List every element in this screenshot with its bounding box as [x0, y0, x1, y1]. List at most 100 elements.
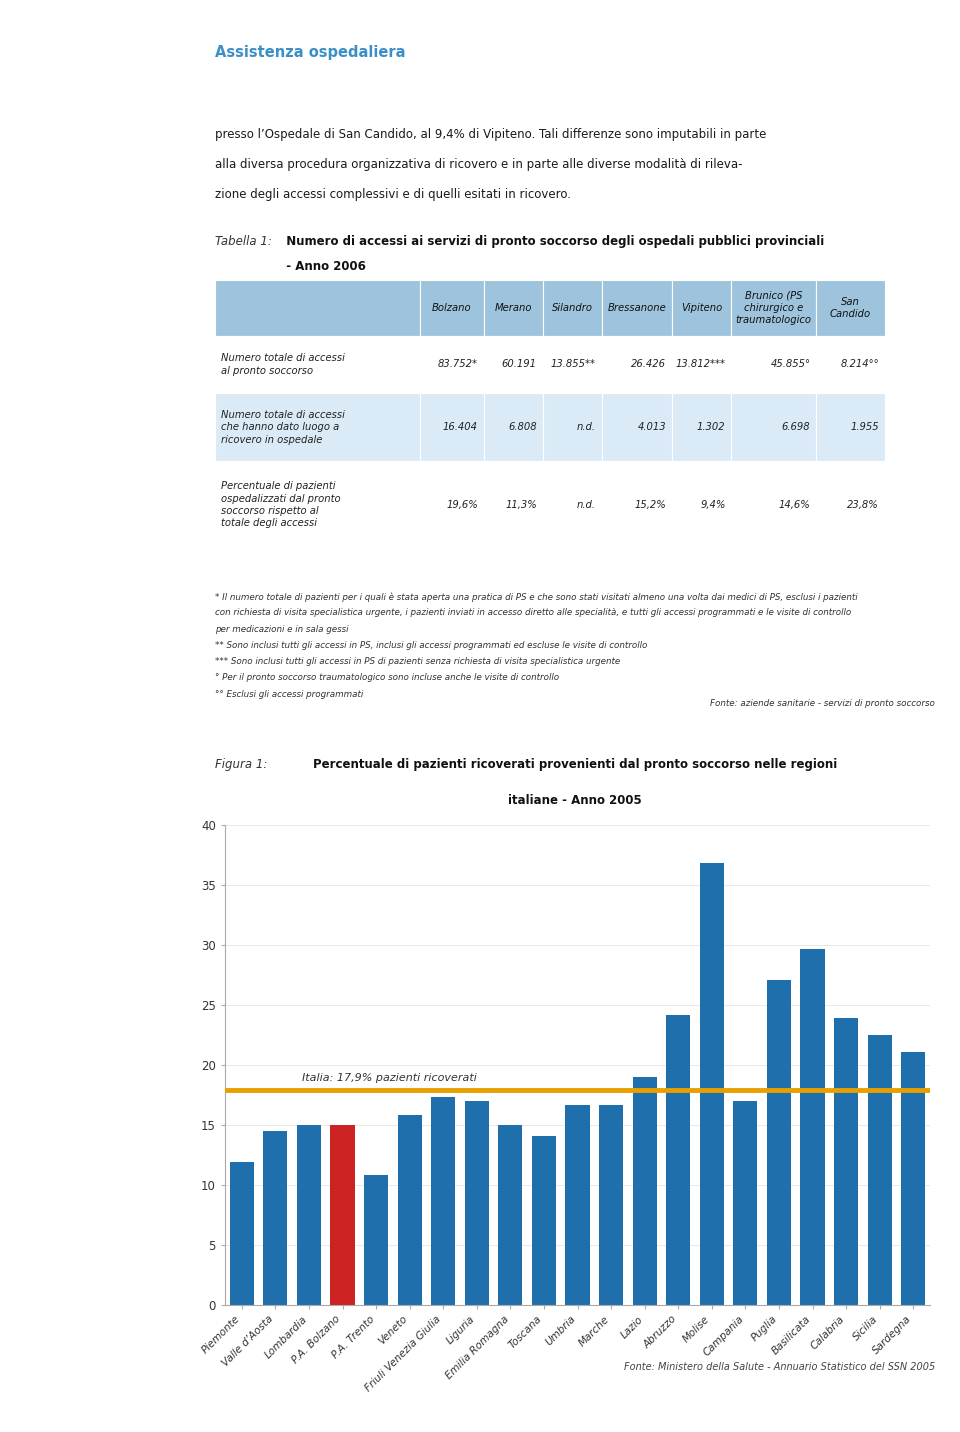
Bar: [732, 281, 816, 335]
Text: Percentuale di pazienti
ospedalizzati dal pronto
soccorso rispetto al
totale deg: Percentuale di pazienti ospedalizzati da…: [221, 481, 341, 528]
Text: 13.855**: 13.855**: [551, 359, 596, 369]
Text: San
Candido: San Candido: [829, 296, 871, 319]
Text: Bolzano: Bolzano: [432, 304, 471, 314]
Bar: [229, 1163, 253, 1305]
Text: ** Sono inclusi tutti gli accessi in PS, inclusi gli accessi programmati ed escl: ** Sono inclusi tutti gli accessi in PS,…: [215, 642, 647, 650]
Text: Fonte: Ministero della Salute - Annuario Statistico del SSN 2005: Fonte: Ministero della Salute - Annuario…: [624, 1362, 935, 1372]
Text: 8.214°°: 8.214°°: [840, 359, 878, 369]
Text: 14,6%: 14,6%: [779, 500, 810, 510]
Bar: [542, 461, 602, 548]
Bar: [330, 1126, 354, 1305]
Text: 9,4%: 9,4%: [700, 500, 726, 510]
Text: n.d.: n.d.: [577, 500, 596, 510]
Text: con richiesta di visita specialistica urgente, i pazienti inviati in accesso dir: con richiesta di visita specialistica ur…: [215, 609, 852, 617]
Text: 6.698: 6.698: [781, 422, 810, 432]
Bar: [672, 461, 732, 548]
Text: 1.955: 1.955: [851, 422, 878, 432]
Text: zione degli accessi complessivi e di quelli esitati in ricovero.: zione degli accessi complessivi e di que…: [215, 188, 571, 200]
Text: Merano: Merano: [494, 304, 532, 314]
Text: Bressanone: Bressanone: [608, 304, 666, 314]
Bar: [420, 461, 484, 548]
Text: italiane - Anno 2005: italiane - Anno 2005: [508, 793, 642, 808]
Text: Tabella 1:: Tabella 1:: [215, 235, 272, 248]
Bar: [420, 281, 484, 335]
Bar: [542, 281, 602, 335]
Bar: [732, 461, 816, 548]
Bar: [666, 1015, 690, 1305]
Bar: [484, 461, 542, 548]
Text: presso l’Ospedale di San Candido, al 9,4% di Vipiteno. Tali differenze sono impu: presso l’Ospedale di San Candido, al 9,4…: [215, 127, 766, 140]
Text: 19,6%: 19,6%: [446, 500, 478, 510]
Text: Numero totale di accessi
al pronto soccorso: Numero totale di accessi al pronto socco…: [221, 354, 345, 375]
Text: °° Esclusi gli accessi programmati: °° Esclusi gli accessi programmati: [215, 690, 363, 699]
Bar: [484, 394, 542, 461]
Bar: [801, 948, 825, 1305]
Text: 83.752*: 83.752*: [438, 359, 478, 369]
Bar: [672, 281, 732, 335]
Bar: [602, 461, 672, 548]
Bar: [816, 281, 884, 335]
Text: ° Per il pronto soccorso traumatologico sono incluse anche le visite di controll: ° Per il pronto soccorso traumatologico …: [215, 673, 559, 683]
Text: Vipiteno: Vipiteno: [681, 304, 722, 314]
Bar: [484, 281, 542, 335]
Text: 60.191: 60.191: [502, 359, 537, 369]
Text: 45.855°: 45.855°: [771, 359, 810, 369]
Bar: [599, 1104, 623, 1305]
Bar: [465, 1101, 489, 1305]
Text: Italia: 17,9% pazienti ricoverati: Italia: 17,9% pazienti ricoverati: [302, 1073, 477, 1083]
Bar: [542, 394, 602, 461]
Text: 16.404: 16.404: [443, 422, 478, 432]
Bar: [420, 335, 484, 394]
Bar: [816, 335, 884, 394]
Bar: [215, 335, 420, 394]
Bar: [297, 1126, 321, 1305]
Text: 11,3%: 11,3%: [505, 500, 537, 510]
Text: *** Sono inclusi tutti gli accessi in PS di pazienti senza richiesta di visita s: *** Sono inclusi tutti gli accessi in PS…: [215, 657, 620, 666]
Text: Percentuale di pazienti ricoverati provenienti dal pronto soccorso nelle regioni: Percentuale di pazienti ricoverati prove…: [313, 758, 837, 770]
Bar: [732, 394, 816, 461]
Text: Figura 1:: Figura 1:: [215, 758, 268, 770]
Bar: [420, 394, 484, 461]
Bar: [215, 281, 420, 335]
Bar: [767, 979, 791, 1305]
Text: 13.812***: 13.812***: [676, 359, 726, 369]
Bar: [602, 335, 672, 394]
Text: Brunico (PS
chirurgico e
traumatologico: Brunico (PS chirurgico e traumatologico: [735, 291, 812, 325]
Text: Silandro: Silandro: [552, 304, 592, 314]
Bar: [602, 281, 672, 335]
Bar: [542, 335, 602, 394]
Bar: [672, 335, 732, 394]
Text: Numero totale di accessi
che hanno dato luogo a
ricovero in ospedale: Numero totale di accessi che hanno dato …: [221, 410, 345, 445]
Text: 26.426: 26.426: [632, 359, 666, 369]
Bar: [901, 1051, 925, 1305]
Text: - Anno 2006: - Anno 2006: [278, 259, 366, 274]
Bar: [215, 394, 420, 461]
Bar: [834, 1018, 858, 1305]
Bar: [532, 1136, 556, 1305]
Text: Assistenza ospedaliera: Assistenza ospedaliera: [215, 46, 405, 60]
Bar: [484, 335, 542, 394]
Text: 250: 250: [14, 740, 40, 753]
Bar: [602, 394, 672, 461]
Text: * Il numero totale di pazienti per i quali è stata aperta una pratica di PS e ch: * Il numero totale di pazienti per i qua…: [215, 591, 857, 601]
Bar: [672, 394, 732, 461]
Bar: [364, 1176, 388, 1305]
Text: alla diversa procedura organizzativa di ricovero e in parte alle diverse modalit: alla diversa procedura organizzativa di …: [215, 159, 742, 172]
Bar: [868, 1035, 892, 1305]
Bar: [565, 1104, 589, 1305]
Bar: [816, 394, 884, 461]
Bar: [732, 335, 816, 394]
Text: Numero di accessi ai servizi di pronto soccorso degli ospedali pubblici provinci: Numero di accessi ai servizi di pronto s…: [278, 235, 825, 248]
Text: 4.013: 4.013: [637, 422, 666, 432]
Text: n.d.: n.d.: [577, 422, 596, 432]
Bar: [397, 1116, 421, 1305]
Text: 6.808: 6.808: [508, 422, 537, 432]
Text: Fonte: aziende sanitarie - servizi di pronto soccorso: Fonte: aziende sanitarie - servizi di pr…: [710, 699, 935, 707]
Bar: [633, 1077, 657, 1305]
Bar: [700, 863, 724, 1305]
Bar: [431, 1097, 455, 1305]
Text: 23,8%: 23,8%: [847, 500, 878, 510]
Bar: [816, 461, 884, 548]
Bar: [263, 1131, 287, 1305]
Bar: [215, 461, 420, 548]
